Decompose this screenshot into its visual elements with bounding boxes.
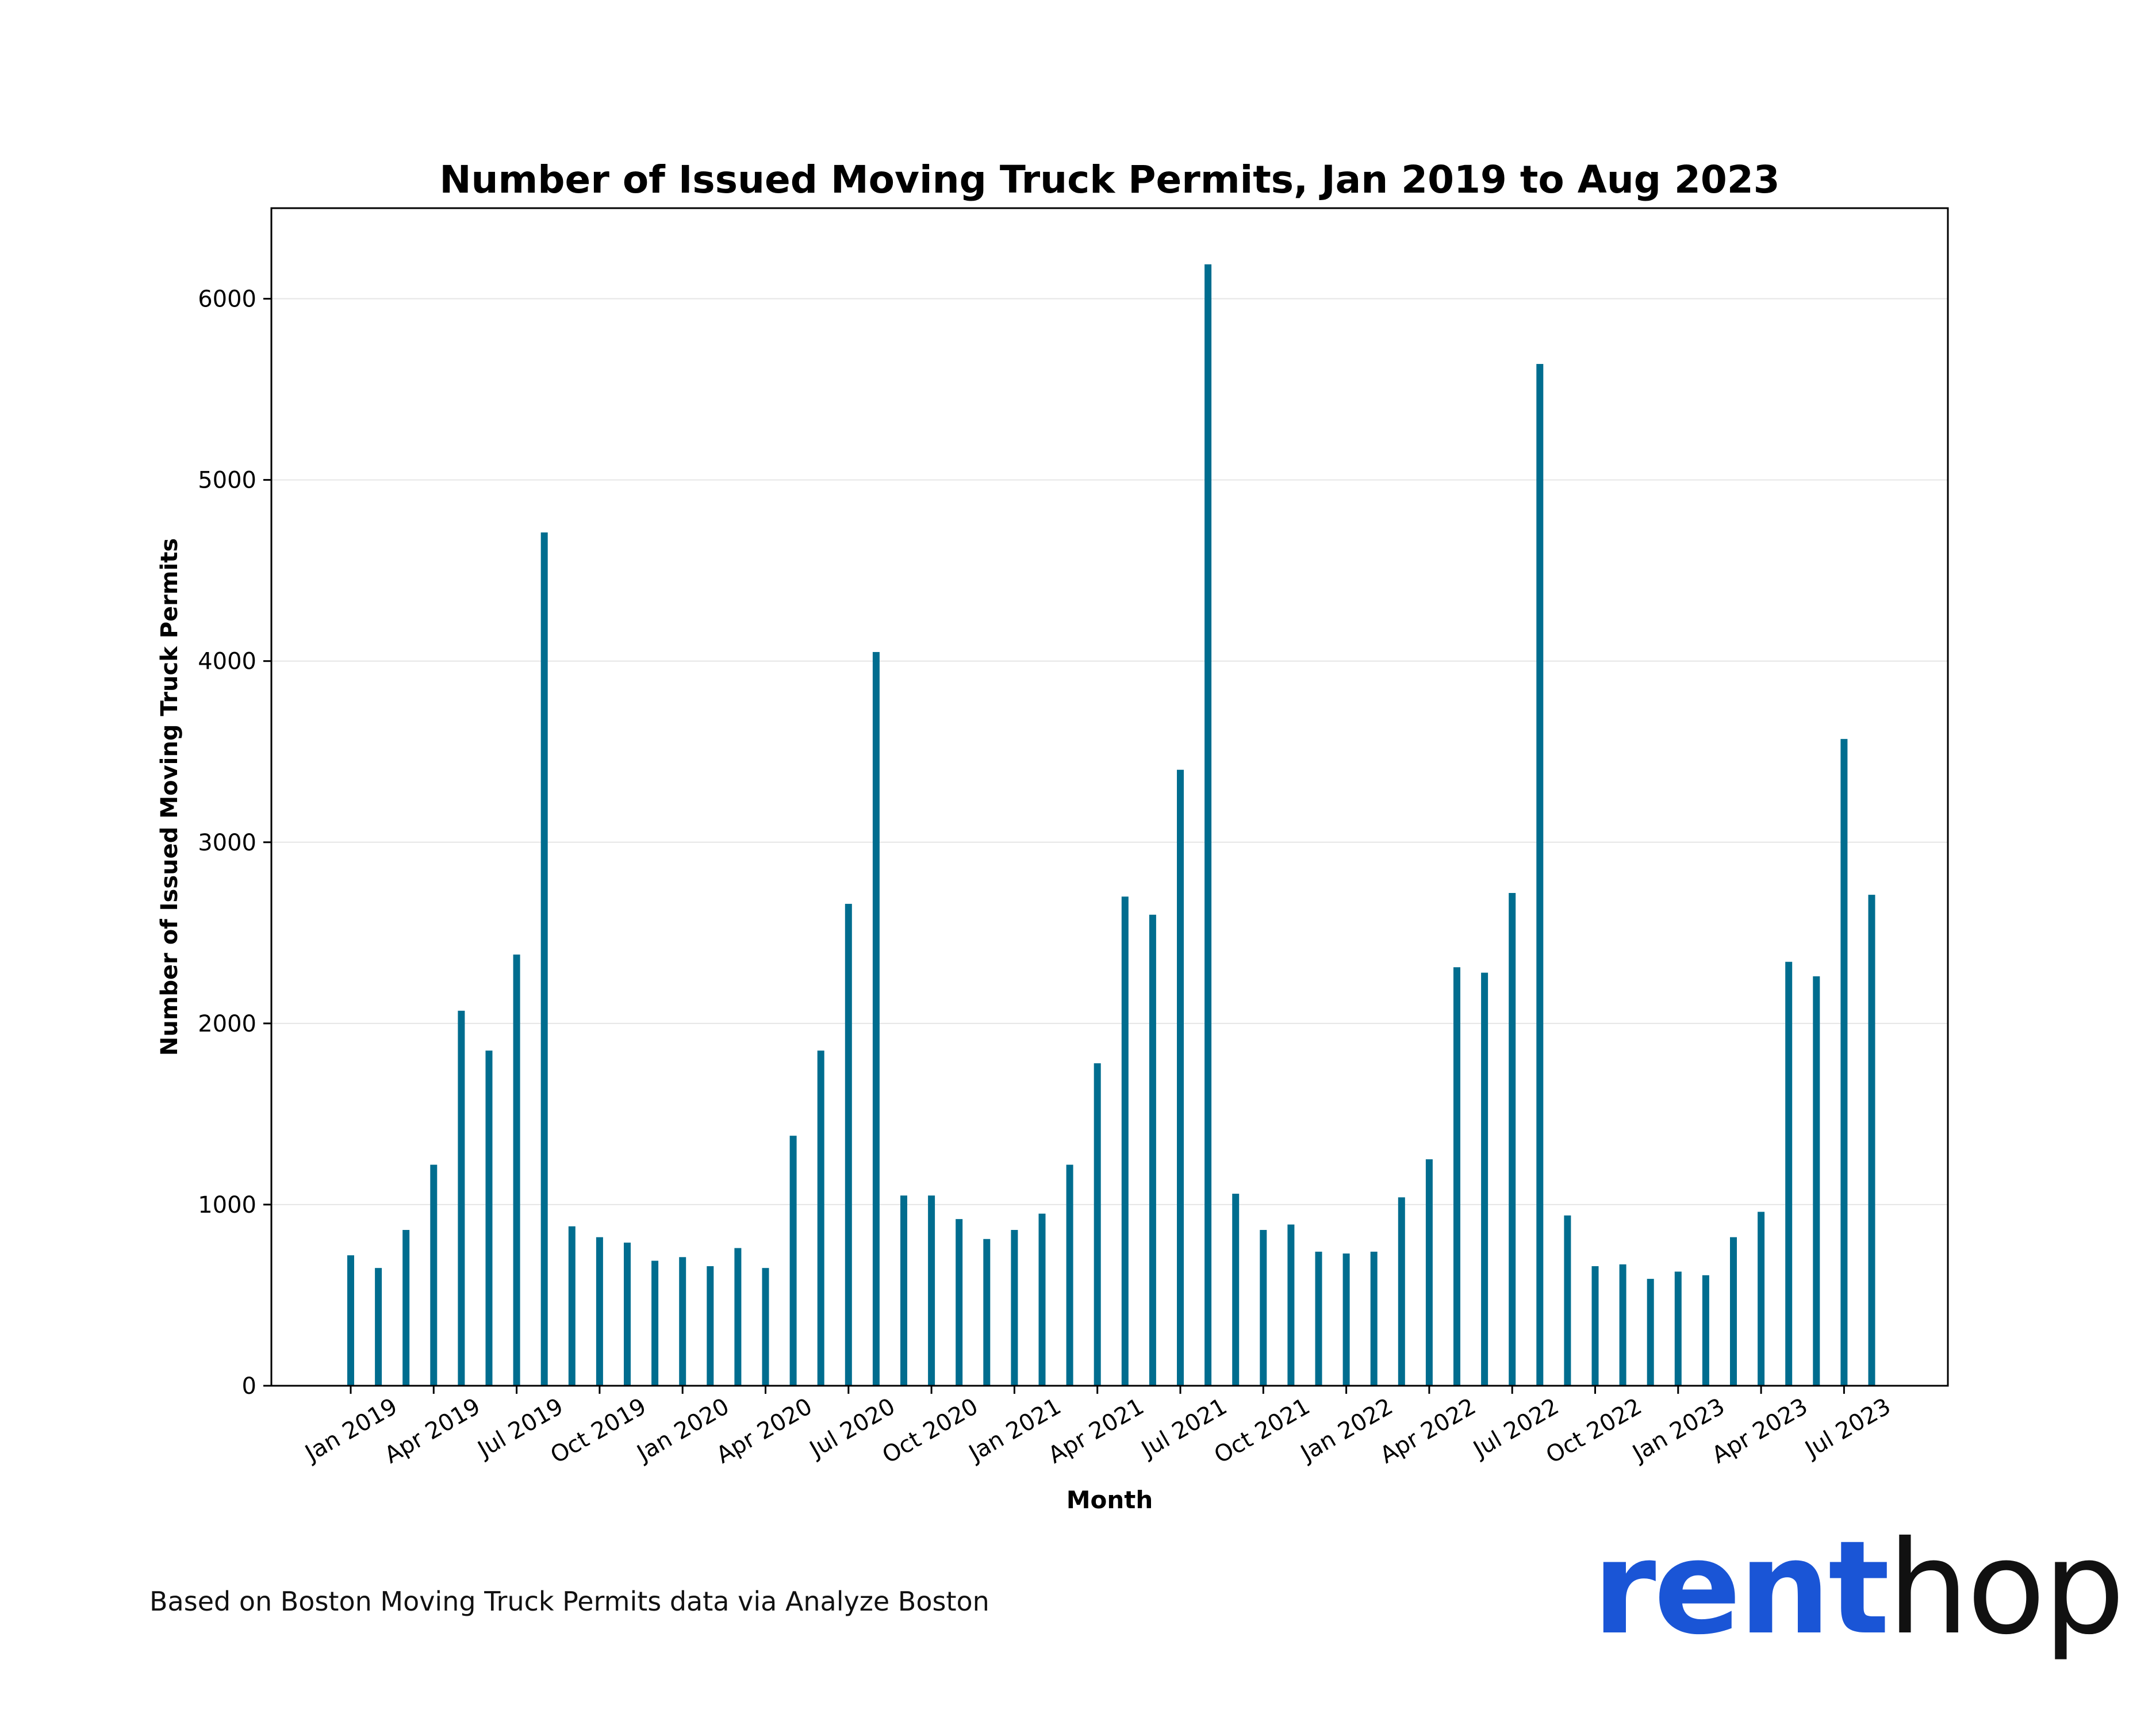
- bar: [956, 1219, 963, 1386]
- bar: [928, 1195, 935, 1386]
- x-tick-label: Apr 2020: [712, 1393, 816, 1469]
- x-tick-label: Oct 2020: [878, 1393, 983, 1469]
- x-tick-label: Oct 2022: [1541, 1393, 1646, 1469]
- bar: [1702, 1275, 1709, 1386]
- bar: [513, 954, 520, 1386]
- bar: [347, 1255, 354, 1386]
- bar: [1758, 1212, 1765, 1386]
- bar: [568, 1226, 576, 1386]
- logo-rent: rent: [1593, 1513, 1890, 1663]
- bar: [679, 1257, 686, 1386]
- bar: [1121, 896, 1129, 1386]
- bar: [1619, 1264, 1626, 1386]
- bar: [983, 1239, 991, 1386]
- chart-title: Number of Issued Moving Truck Permits, J…: [439, 158, 1779, 202]
- bar: [734, 1248, 742, 1386]
- bar: [845, 903, 852, 1386]
- bar: [1425, 1159, 1433, 1386]
- bar: [1730, 1237, 1737, 1386]
- bar: [540, 532, 548, 1386]
- bar: [1398, 1197, 1405, 1386]
- bar: [485, 1051, 493, 1386]
- bar: [872, 651, 880, 1386]
- bar: [1564, 1215, 1571, 1386]
- x-axis-label: Month: [1067, 1486, 1153, 1514]
- bar: [1011, 1230, 1018, 1386]
- bar: [375, 1268, 382, 1386]
- bar: [1315, 1251, 1322, 1386]
- x-tick-label: Apr 2021: [1044, 1393, 1149, 1469]
- y-axis-label: Number of Issued Moving Truck Permits: [156, 538, 183, 1056]
- renthop-logo: renthop: [1593, 1524, 2125, 1653]
- bar: [402, 1230, 410, 1386]
- bar: [1038, 1213, 1046, 1386]
- bar: [596, 1237, 603, 1386]
- bar: [1536, 363, 1544, 1386]
- bar: [1591, 1266, 1599, 1386]
- bar: [624, 1243, 631, 1386]
- bar: [1260, 1230, 1267, 1386]
- bar: [1647, 1279, 1654, 1386]
- bar: [1066, 1164, 1073, 1386]
- bar: [1785, 961, 1793, 1386]
- source-footnote: Based on Boston Moving Truck Permits dat…: [149, 1586, 989, 1617]
- bar: [1232, 1194, 1240, 1386]
- bar: [430, 1164, 438, 1386]
- bar: [1840, 739, 1848, 1386]
- x-tick-label: Oct 2019: [546, 1393, 651, 1469]
- y-tick-label: 3000: [198, 830, 256, 856]
- bar: [1674, 1271, 1682, 1386]
- bar: [1204, 264, 1212, 1386]
- y-tick-label: 0: [242, 1373, 256, 1400]
- bar: [1813, 976, 1820, 1386]
- bar: [1094, 1063, 1101, 1386]
- x-tick-label: Apr 2019: [380, 1393, 485, 1469]
- bar: [1481, 972, 1489, 1386]
- y-tick-label: 5000: [198, 467, 256, 494]
- bar: [900, 1195, 907, 1386]
- bar: [1287, 1224, 1295, 1386]
- x-tick-label: Oct 2021: [1210, 1393, 1314, 1469]
- bar: [1868, 895, 1875, 1386]
- bar: [651, 1260, 659, 1386]
- plot-frame: [270, 207, 1949, 1387]
- y-tick-label: 2000: [198, 1011, 256, 1037]
- bar: [789, 1136, 797, 1386]
- y-tick-label: 4000: [198, 649, 256, 675]
- bar: [1370, 1251, 1378, 1386]
- y-tick-label: 6000: [198, 286, 256, 313]
- x-tick-label: Apr 2022: [1376, 1393, 1480, 1469]
- bar: [1177, 769, 1184, 1386]
- bar: [762, 1268, 769, 1386]
- x-tick-label: Apr 2023: [1708, 1393, 1812, 1469]
- bar: [1453, 967, 1460, 1386]
- y-tick-label: 1000: [198, 1192, 256, 1218]
- logo-hop: hop: [1887, 1513, 2125, 1663]
- bar: [707, 1266, 714, 1386]
- y-axis-ticks: 0 1000 2000 3000 4000 5000 6000: [198, 286, 271, 1400]
- bar: [817, 1051, 824, 1386]
- bar: [458, 1010, 465, 1386]
- bar: [1342, 1253, 1350, 1386]
- x-tick-label: Jul 2023: [1800, 1393, 1896, 1464]
- bars: [347, 264, 1875, 1386]
- bar: [1149, 914, 1156, 1386]
- grid-lines: [271, 298, 1948, 1205]
- bar: [1509, 892, 1516, 1386]
